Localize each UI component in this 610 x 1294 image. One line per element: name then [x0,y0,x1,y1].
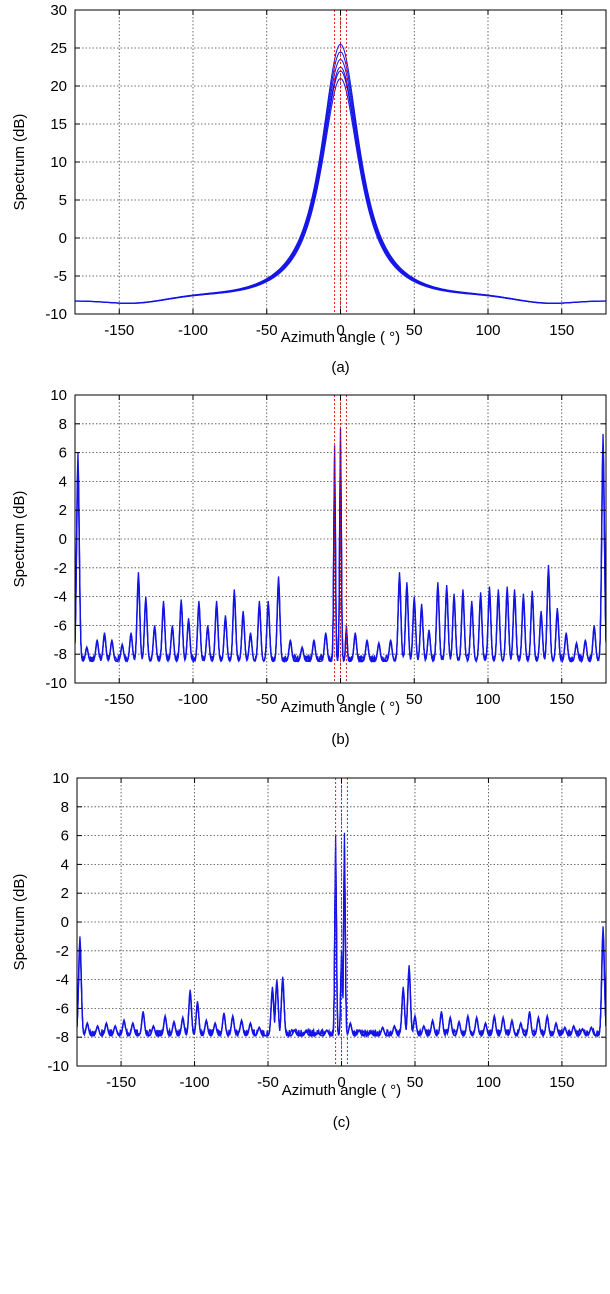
x-tick-label: 150 [549,691,574,708]
y-tick-label: 25 [50,40,67,57]
x-tick-label: 50 [406,691,423,708]
y-tick-label: 20 [50,78,67,95]
y-tick-label: 8 [61,799,69,816]
x-tick-label: 50 [406,322,423,339]
x-tick-label: 100 [475,691,500,708]
x-axis-label: Azimuth angle ( °) [281,699,400,716]
y-tick-label: -5 [54,268,67,285]
y-tick-label: -6 [56,1000,69,1017]
y-tick-label: 5 [59,192,67,209]
y-tick-label: -10 [45,306,67,323]
y-tick-label: -8 [54,646,67,663]
y-tick-label: 10 [50,154,67,171]
y-tick-label: 30 [50,2,67,19]
y-tick-label: 15 [50,116,67,133]
x-tick-label: -50 [256,322,278,339]
y-axis-label: Spectrum (dB) [11,114,28,211]
y-tick-label: 4 [61,856,69,873]
spectrum-line [77,857,606,1038]
y-tick-label: -10 [45,675,67,692]
y-tick-label: 6 [61,828,69,845]
y-tick-label: 0 [61,914,69,931]
y-tick-label: 8 [59,416,67,433]
x-axis-label: Azimuth angle ( °) [282,1082,401,1099]
x-tick-label: -50 [256,691,278,708]
spectrum-line [75,51,606,304]
x-tick-label: 50 [407,1074,424,1091]
panel-caption: (b) [331,731,349,748]
x-tick-label: 100 [475,322,500,339]
chart-panel-a: -150 -100 -50 0 50 100 150-10-5051015202530Azi… [11,2,607,376]
y-tick-label: 0 [59,531,67,548]
y-tick-label: 10 [52,770,69,787]
y-tick-label: 10 [50,387,67,404]
x-tick-label: -100 [178,322,208,339]
y-tick-label: 0 [59,230,67,247]
x-tick-label: 0 [337,1074,345,1091]
chart-panel-b: -150 -100 -50 0 50 100 150 -10 -8 -6 -4 -2 0 2 4 6 8 10 Az… [11,387,607,748]
y-tick-label: -4 [56,972,69,989]
x-tick-label: 0 [336,691,344,708]
y-tick-label: -10 [47,1058,69,1075]
x-tick-label: -100 [178,691,208,708]
x-tick-label: -100 [180,1074,210,1091]
x-axis-label: Azimuth angle ( °) [281,329,400,346]
y-tick-label: 2 [61,885,69,902]
y-tick-label: -2 [56,943,69,960]
x-tick-label: 150 [549,1074,574,1091]
x-tick-label: -150 [106,1074,136,1091]
panel-caption: (c) [333,1114,351,1131]
y-axis-label: Spectrum (dB) [11,491,28,588]
x-tick-label: -150 [104,322,134,339]
x-tick-label: -150 [104,691,134,708]
y-tick-label: -2 [54,560,67,577]
panel-caption: (a) [331,359,349,376]
y-tick-label: 2 [59,502,67,519]
chart-panel-c: -150 -100 -50 0 50 100 150 -10 -8 -6 -4 -2 0 2 4 6 8 10 Az… [11,770,607,1131]
y-tick-label: -6 [54,617,67,634]
x-tick-label: 0 [336,322,344,339]
y-tick-label: -4 [54,589,67,606]
y-tick-label: 4 [59,473,67,490]
y-axis-label: Spectrum (dB) [11,874,28,971]
y-tick-label: 6 [59,445,67,462]
y-tick-label: -8 [56,1029,69,1046]
x-tick-label: 100 [476,1074,501,1091]
x-tick-label: -50 [257,1074,279,1091]
x-tick-label: 150 [549,322,574,339]
